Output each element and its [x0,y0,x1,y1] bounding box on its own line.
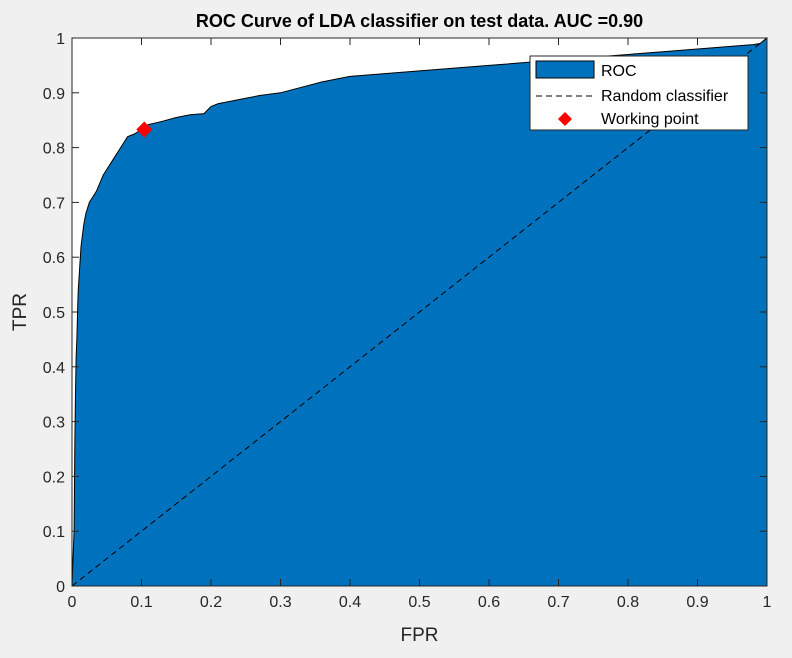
y-tick-label: 0.9 [43,86,65,103]
y-tick-label: 1 [56,31,65,48]
legend[interactable]: ROC Random classifier Working point [529,55,749,131]
x-tick-label: 0.1 [130,594,152,611]
y-tick-label: 0.8 [43,141,65,158]
random-classifier-line [71,37,768,587]
x-tick-label: 0.9 [686,594,708,611]
x-tick-label: 0.6 [478,594,500,611]
y-tick-label: 0.6 [43,250,65,267]
x-tick-label: 0.8 [617,594,639,611]
x-tick-label: 0 [68,594,77,611]
ticks-layer: 0 0.1 0.2 0.3 0.4 0.5 0.6 0.7 0.8 0.9 1 0 0.1 0.2 0.3 0… [43,31,772,611]
x-tick-label: 0.7 [547,594,569,611]
legend-label-random: Random classifier [601,88,729,105]
y-tick-label: 0 [56,579,65,596]
y-axis-label: TPR [10,293,31,331]
y-tick-label: 0.2 [43,469,65,486]
chart-title: ROC Curve of LDA classifier on test data… [196,11,643,31]
x-tick-label: 1 [763,594,772,611]
working-point-marker [136,121,153,138]
x-tick-label: 0.2 [200,594,222,611]
x-axis-label: FPR [401,625,439,646]
x-tick-label: 0.5 [408,594,430,611]
y-tick-label: 0.5 [43,305,65,322]
y-tick-label: 0.1 [43,524,65,541]
x-tick-label: 0.3 [269,594,291,611]
legend-label-roc: ROC [601,63,637,80]
y-tick-label: 0.7 [43,195,65,212]
legend-label-working-point: Working point [601,111,699,128]
y-tick-label: 0.4 [43,360,65,377]
y-tick-label: 0.3 [43,415,65,432]
legend-swatch-roc [535,60,595,79]
legend-swatch-working-point [558,112,572,126]
x-tick-label: 0.4 [339,594,361,611]
